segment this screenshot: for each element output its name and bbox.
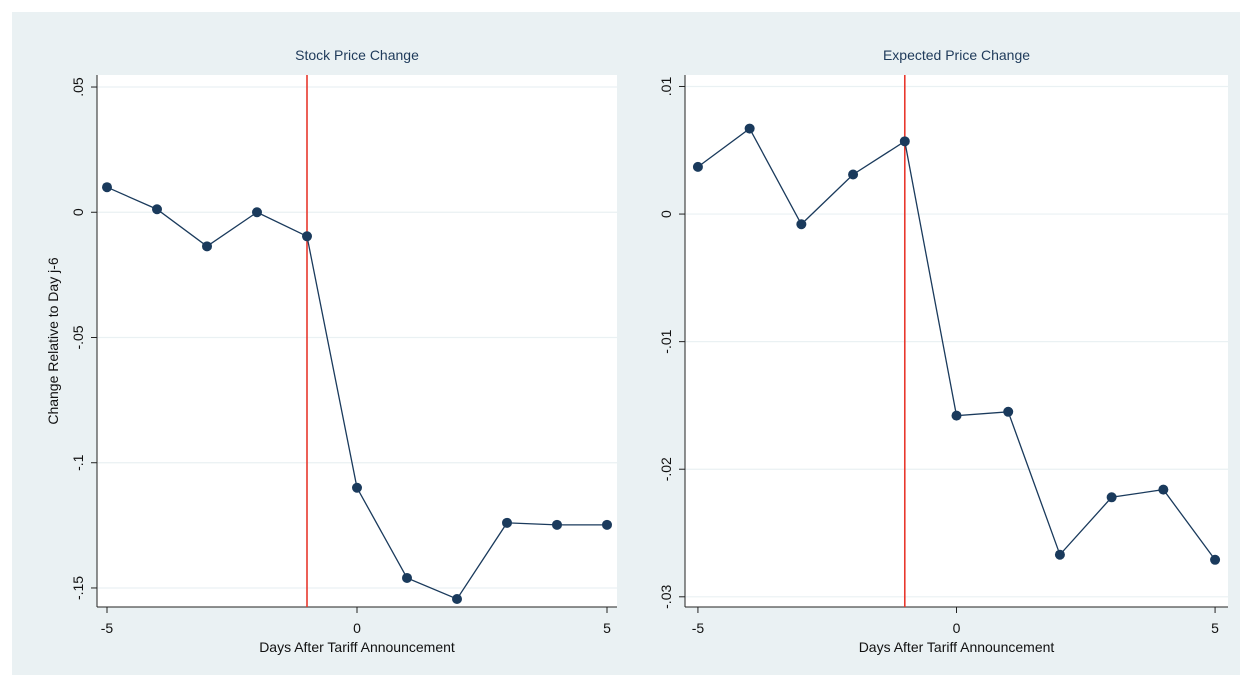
y-tick-label: .05 (70, 77, 86, 97)
data-point (452, 593, 462, 604)
y-tick-label: -.01 (658, 329, 674, 353)
y-tick-label: -.02 (658, 457, 674, 481)
data-point (252, 207, 262, 218)
x-axis-title: Days After Tariff Announcement (259, 639, 455, 655)
data-point (602, 519, 612, 530)
chart-title: Stock Price Change (295, 47, 419, 63)
data-point (502, 517, 512, 528)
x-tick-label: -5 (692, 620, 705, 636)
x-tick-label: 0 (953, 620, 961, 636)
data-point (1054, 549, 1065, 560)
data-point (848, 169, 859, 180)
y-tick-label: .01 (658, 77, 674, 97)
data-point (1106, 492, 1117, 503)
data-point (202, 241, 212, 252)
data-point (1210, 554, 1221, 565)
data-point (152, 204, 162, 215)
data-point (692, 161, 703, 172)
data-point (402, 572, 412, 583)
x-tick-label: 5 (603, 620, 611, 636)
plot-area (97, 75, 617, 607)
data-point (744, 123, 755, 134)
plot-area (685, 75, 1228, 607)
data-point (1158, 484, 1169, 495)
y-axis-title: Change Relative to Day j-6 (45, 257, 61, 425)
data-point (951, 410, 962, 421)
x-tick-label: -5 (101, 620, 114, 636)
data-point (352, 482, 362, 493)
x-axis-title: Days After Tariff Announcement (859, 639, 1055, 655)
data-point (796, 219, 807, 230)
chart-title: Expected Price Change (883, 47, 1030, 63)
y-tick-label: 0 (70, 208, 86, 216)
x-tick-label: 5 (1211, 620, 1219, 636)
data-point (302, 231, 312, 242)
data-point (1003, 406, 1014, 417)
y-tick-label: -.05 (70, 325, 86, 349)
x-tick-label: 0 (353, 620, 361, 636)
y-tick-label: -.03 (658, 585, 674, 609)
data-point (899, 136, 910, 147)
data-point (552, 519, 562, 530)
y-tick-label: 0 (658, 210, 674, 218)
y-tick-label: -.1 (70, 454, 86, 471)
y-tick-label: -.15 (70, 576, 86, 600)
data-point (102, 182, 112, 193)
